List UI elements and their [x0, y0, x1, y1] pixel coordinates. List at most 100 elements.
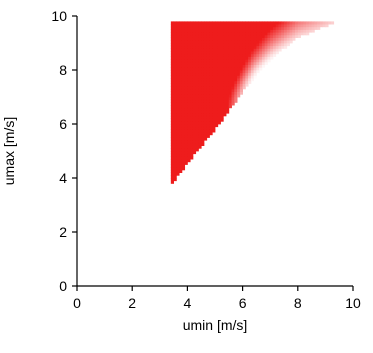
heatmap-cell: [245, 64, 249, 68]
heatmap-cell: [203, 80, 208, 84]
heatmap-cell: [217, 59, 221, 63]
heatmap-cell: [297, 26, 301, 30]
heatmap-cell: [253, 59, 257, 63]
heatmap-cell: [195, 34, 199, 38]
heatmap-cell: [217, 70, 221, 74]
heatmap-cell: [256, 64, 260, 68]
heatmap-cell: [270, 45, 274, 49]
heatmap-cell: [261, 32, 266, 36]
heatmap-cell: [173, 153, 177, 157]
heatmap-cell: [270, 37, 274, 41]
heatmap-cell: [198, 61, 202, 65]
heatmap-cell: [181, 124, 186, 128]
heatmap-cell: [226, 88, 230, 92]
heatmap-cell: [170, 64, 174, 68]
heatmap-cell: [330, 21, 335, 25]
heatmap-cell: [173, 145, 177, 149]
heatmap-cell: [170, 40, 174, 44]
heatmap-cell: [275, 45, 279, 49]
heatmap-cell: [176, 134, 180, 138]
heatmap-cell: [281, 29, 285, 33]
heatmap-cell: [212, 75, 216, 79]
heatmap-cell: [198, 64, 202, 68]
heatmap-cell: [173, 34, 177, 38]
heatmap-cell: [184, 137, 188, 141]
heatmap-cell: [231, 21, 235, 25]
heatmap-cell: [239, 70, 243, 74]
heatmap-cell: [215, 29, 219, 33]
heatmap-cell: [190, 51, 194, 55]
heatmap-cell: [187, 67, 191, 71]
x-tick-label: 10: [345, 295, 361, 311]
heatmap-cell: [228, 105, 232, 109]
heatmap-cell: [231, 29, 235, 33]
heatmap-cell: [179, 148, 183, 152]
heatmap-cell: [173, 32, 177, 36]
heatmap-cell: [261, 53, 266, 57]
heatmap-cell: [190, 70, 194, 74]
heatmap-cell: [176, 167, 180, 171]
heatmap-cell: [270, 32, 274, 36]
heatmap-cell: [226, 48, 230, 52]
heatmap-cell: [173, 161, 177, 165]
heatmap-cell: [187, 43, 191, 47]
heatmap-cell: [173, 140, 177, 144]
heatmap-cell: [184, 156, 188, 160]
heatmap-cell: [220, 32, 224, 36]
heatmap-cell: [215, 53, 219, 57]
heatmap-cell: [179, 26, 183, 30]
heatmap-cell: [250, 43, 255, 47]
heatmap-cell: [206, 94, 210, 98]
heatmap-cell: [184, 56, 188, 60]
heatmap-cell: [231, 32, 235, 36]
heatmap-cell: [237, 32, 241, 36]
heatmap-cell: [192, 118, 197, 122]
heatmap-cell: [198, 83, 202, 87]
heatmap-cell: [259, 34, 263, 38]
heatmap-cell: [176, 67, 180, 71]
heatmap-cell: [217, 61, 221, 65]
heatmap-cell: [179, 72, 183, 76]
heatmap-cell: [245, 72, 249, 76]
heatmap-cell: [250, 53, 255, 57]
heatmap-cell: [215, 67, 219, 71]
heatmap-cell: [187, 78, 191, 82]
heatmap-cell: [192, 97, 197, 101]
heatmap-cell: [184, 88, 188, 92]
heatmap-cell: [206, 91, 210, 95]
heatmap-cell: [170, 151, 174, 155]
heatmap-cell: [184, 86, 188, 90]
heatmap-cell: [187, 91, 191, 95]
heatmap-cell: [239, 78, 243, 82]
heatmap-cell: [270, 56, 274, 60]
heatmap-cell: [187, 80, 191, 84]
heatmap-cell: [181, 102, 186, 106]
heatmap-cell: [181, 83, 186, 87]
heatmap-cell: [170, 56, 174, 60]
heatmap-cell: [239, 88, 243, 92]
heatmap-cell: [259, 51, 263, 55]
heatmap-cell: [212, 67, 216, 71]
heatmap-cell: [170, 26, 174, 30]
heatmap-cell: [226, 21, 230, 25]
heatmap-cell: [311, 21, 315, 25]
heatmap-cell: [190, 115, 194, 119]
heatmap-cell: [176, 29, 180, 33]
heatmap-cell: [250, 40, 255, 44]
heatmap-cell: [237, 80, 241, 84]
heatmap-cell: [256, 24, 260, 28]
heatmap-cell: [272, 53, 277, 57]
heatmap-cell: [226, 105, 230, 109]
heatmap-cell: [179, 43, 183, 47]
heatmap-cell: [181, 167, 186, 171]
heatmap-cell: [223, 51, 227, 55]
heatmap-cell: [201, 99, 205, 103]
heatmap-cell: [286, 43, 290, 47]
heatmap-cell: [203, 99, 208, 103]
heatmap-cell: [187, 118, 191, 122]
heatmap-cell: [245, 34, 249, 38]
heatmap-cell: [217, 32, 221, 36]
heatmap-cell: [181, 56, 186, 60]
heatmap-cell: [217, 80, 221, 84]
heatmap-cell: [253, 53, 257, 57]
